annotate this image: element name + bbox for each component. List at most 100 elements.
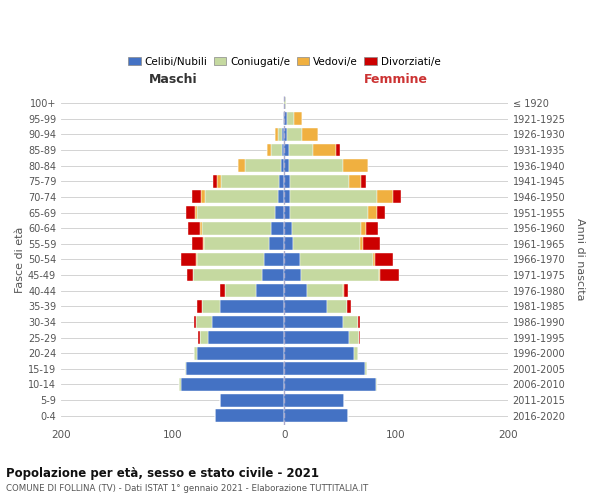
Bar: [284, 112, 287, 125]
Bar: [361, 175, 366, 188]
Bar: [284, 190, 290, 203]
Bar: [271, 222, 284, 234]
Bar: [271, 144, 282, 156]
Y-axis label: Anni di nascita: Anni di nascita: [575, 218, 585, 300]
Bar: [215, 410, 284, 422]
Bar: [197, 347, 284, 360]
Bar: [290, 175, 349, 188]
Bar: [205, 190, 278, 203]
Bar: [361, 222, 366, 234]
Bar: [375, 253, 393, 266]
Bar: [290, 206, 368, 219]
Bar: [188, 222, 200, 234]
Bar: [290, 190, 377, 203]
Bar: [284, 222, 292, 234]
Bar: [292, 222, 361, 234]
Bar: [208, 331, 284, 344]
Bar: [278, 128, 282, 141]
Bar: [353, 347, 358, 360]
Bar: [284, 144, 289, 156]
Bar: [185, 362, 186, 376]
Bar: [181, 378, 284, 391]
Bar: [196, 253, 197, 266]
Bar: [284, 175, 290, 188]
Bar: [194, 347, 197, 360]
Bar: [200, 222, 202, 234]
Bar: [284, 347, 353, 360]
Bar: [221, 175, 279, 188]
Bar: [284, 331, 349, 344]
Bar: [287, 112, 295, 125]
Text: Maschi: Maschi: [148, 73, 197, 86]
Bar: [301, 268, 379, 281]
Bar: [245, 159, 281, 172]
Bar: [275, 206, 284, 219]
Bar: [283, 112, 284, 125]
Bar: [262, 268, 284, 281]
Bar: [393, 190, 401, 203]
Bar: [376, 378, 377, 391]
Bar: [256, 284, 284, 297]
Bar: [281, 159, 284, 172]
Bar: [343, 159, 368, 172]
Bar: [295, 112, 302, 125]
Bar: [220, 300, 284, 312]
Bar: [186, 362, 284, 376]
Bar: [289, 159, 343, 172]
Bar: [225, 284, 256, 297]
Bar: [284, 253, 300, 266]
Bar: [187, 268, 193, 281]
Bar: [358, 316, 361, 328]
Bar: [269, 238, 284, 250]
Bar: [266, 144, 271, 156]
Bar: [197, 253, 265, 266]
Bar: [186, 206, 195, 219]
Bar: [204, 238, 269, 250]
Bar: [265, 253, 284, 266]
Bar: [279, 175, 284, 188]
Bar: [220, 394, 284, 406]
Bar: [213, 175, 217, 188]
Bar: [349, 331, 359, 344]
Bar: [289, 144, 313, 156]
Bar: [202, 300, 220, 312]
Bar: [193, 268, 262, 281]
Bar: [344, 284, 348, 297]
Bar: [282, 144, 284, 156]
Bar: [217, 175, 221, 188]
Y-axis label: Fasce di età: Fasce di età: [15, 226, 25, 292]
Bar: [284, 159, 289, 172]
Bar: [284, 238, 293, 250]
Bar: [359, 331, 361, 344]
Text: Popolazione per età, sesso e stato civile - 2021: Popolazione per età, sesso e stato civil…: [6, 468, 319, 480]
Bar: [327, 300, 347, 312]
Bar: [377, 206, 385, 219]
Bar: [284, 206, 290, 219]
Bar: [284, 410, 348, 422]
Bar: [293, 238, 361, 250]
Bar: [343, 284, 344, 297]
Bar: [349, 175, 361, 188]
Bar: [284, 362, 365, 376]
Bar: [192, 190, 200, 203]
Bar: [361, 238, 362, 250]
Bar: [202, 222, 271, 234]
Bar: [284, 96, 286, 110]
Bar: [282, 128, 284, 141]
Bar: [300, 253, 373, 266]
Bar: [365, 362, 367, 376]
Bar: [373, 253, 375, 266]
Bar: [336, 144, 340, 156]
Bar: [278, 190, 284, 203]
Bar: [284, 128, 287, 141]
Bar: [199, 331, 200, 344]
Bar: [284, 268, 301, 281]
Bar: [203, 238, 204, 250]
Bar: [284, 316, 343, 328]
Bar: [307, 284, 343, 297]
Bar: [379, 268, 380, 281]
Bar: [347, 300, 352, 312]
Bar: [287, 128, 302, 141]
Bar: [302, 128, 318, 141]
Bar: [362, 238, 380, 250]
